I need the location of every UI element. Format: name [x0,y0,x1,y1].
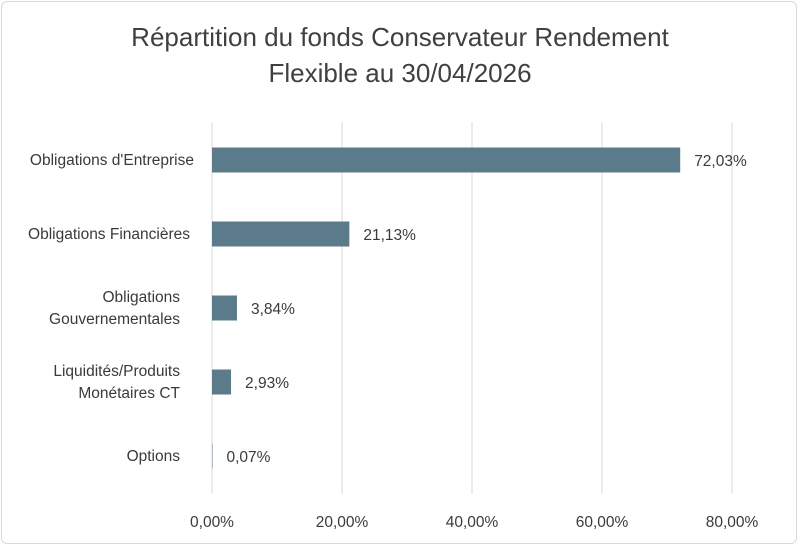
data-label: 21,13% [363,227,416,244]
data-label: 3,84% [251,301,295,318]
chart-title-line-2: Flexible au 30/04/2026 [268,58,531,88]
x-tick-label: 60,00% [576,514,629,531]
bar [212,369,232,395]
bar [212,147,681,173]
y-category-label: Options [127,448,181,465]
y-category-label: Gouvernementales [49,311,180,328]
data-label: 0,07% [226,449,270,466]
y-category-label: Monétaires CT [78,385,180,402]
labels: 0,00% 20,00% 40,00% 60,00% 80,00% 72,03% Oblig… [28,152,758,531]
x-tick-label: 20,00% [316,514,369,531]
data-label: 2,93% [245,375,289,392]
x-tick-label: 0,00% [190,514,234,531]
y-category-label: Obligations [102,289,180,306]
y-category-label: Liquidités/Produits [53,363,180,380]
gridlines [211,122,733,494]
x-tick-label: 40,00% [446,514,499,531]
bars [212,147,681,469]
data-label: 72,03% [694,153,747,170]
bar [212,295,237,321]
y-category-label: Obligations d'Entreprise [30,152,194,169]
x-tick-label: 80,00% [706,514,759,531]
bar [212,221,350,247]
y-category-label: Obligations Financières [28,226,190,243]
chart-title-line-1: Répartition du fonds Conservateur Rendem… [131,22,669,52]
